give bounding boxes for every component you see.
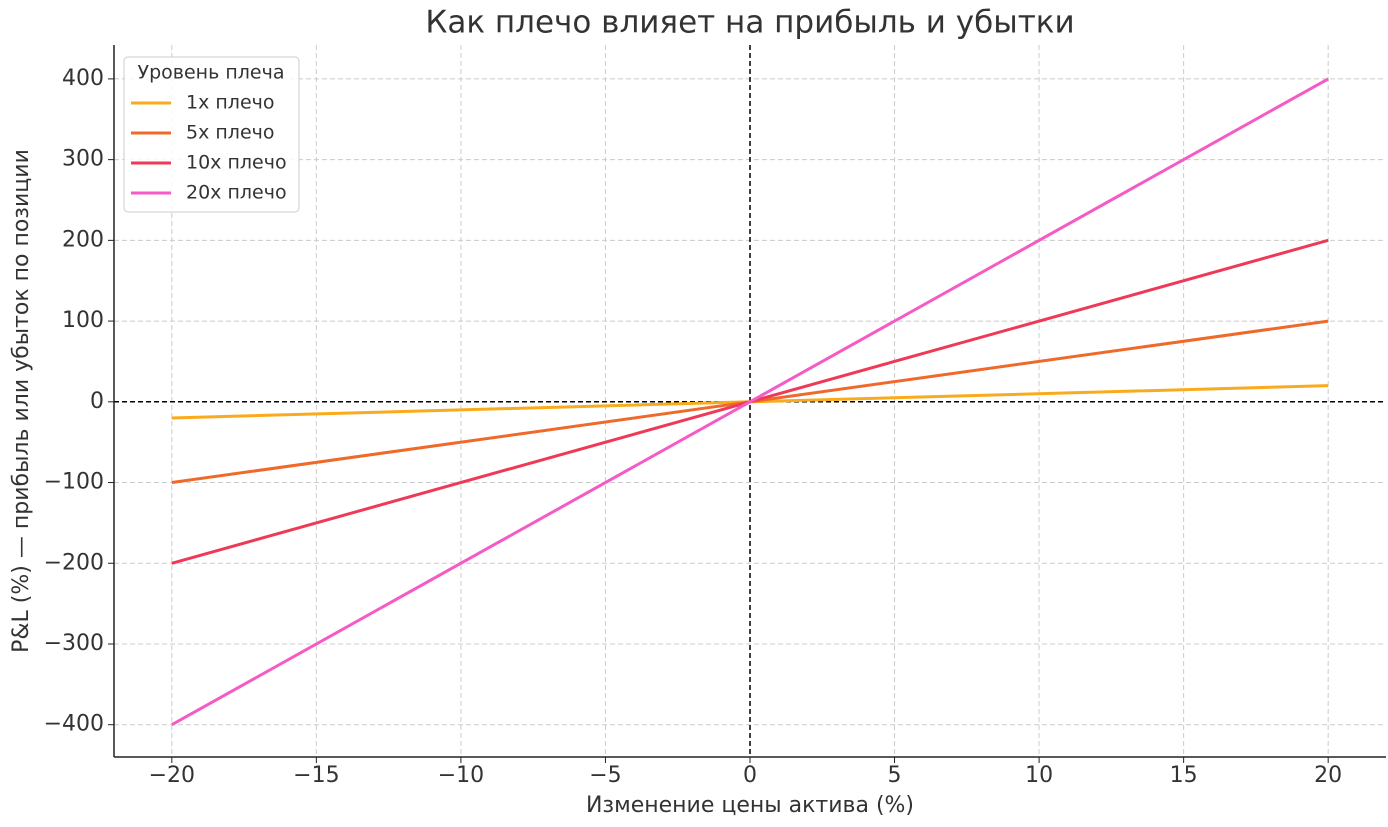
- legend-title: Уровень плеча: [138, 62, 285, 84]
- y-tick-label: 100: [62, 308, 104, 333]
- x-tick-label: 5: [888, 763, 902, 788]
- y-tick-label: −200: [44, 550, 104, 575]
- legend-label: 1x плечо: [186, 92, 274, 114]
- legend: Уровень плеча 1x плечо 5x плечо 10x плечо 20…: [123, 56, 300, 213]
- x-tick-label: −10: [438, 763, 484, 788]
- legend-label: 5x плечо: [186, 122, 274, 144]
- y-tick-label: −400: [44, 712, 104, 737]
- x-axis-label: Изменение цены актива (%): [586, 793, 914, 818]
- x-tick-label: 15: [1170, 763, 1198, 788]
- x-tick-label: 0: [743, 763, 757, 788]
- chart-title: Как плечо влияет на прибыль и убытки: [425, 5, 1074, 41]
- y-axis-label: P&L (%) — прибыль или убыток по позиции: [9, 149, 34, 653]
- x-tick-label: −20: [149, 763, 195, 788]
- x-tick-label: −15: [293, 763, 339, 788]
- x-tick-label: 20: [1314, 763, 1342, 788]
- y-tick-label: 400: [62, 66, 104, 91]
- y-tick-label: 0: [90, 389, 104, 414]
- y-tick-label: −300: [44, 631, 104, 656]
- legend-label: 20x плечо: [186, 182, 287, 204]
- y-tick-label: 200: [62, 227, 104, 252]
- legend-box: [123, 56, 300, 213]
- series-line: [171, 77, 1329, 727]
- y-tick-label: −100: [44, 470, 104, 495]
- x-tick-label: 10: [1025, 763, 1053, 788]
- legend-label: 10x плечо: [186, 152, 287, 174]
- y-tick-label: 300: [62, 147, 104, 172]
- x-tick-label: −5: [589, 763, 621, 788]
